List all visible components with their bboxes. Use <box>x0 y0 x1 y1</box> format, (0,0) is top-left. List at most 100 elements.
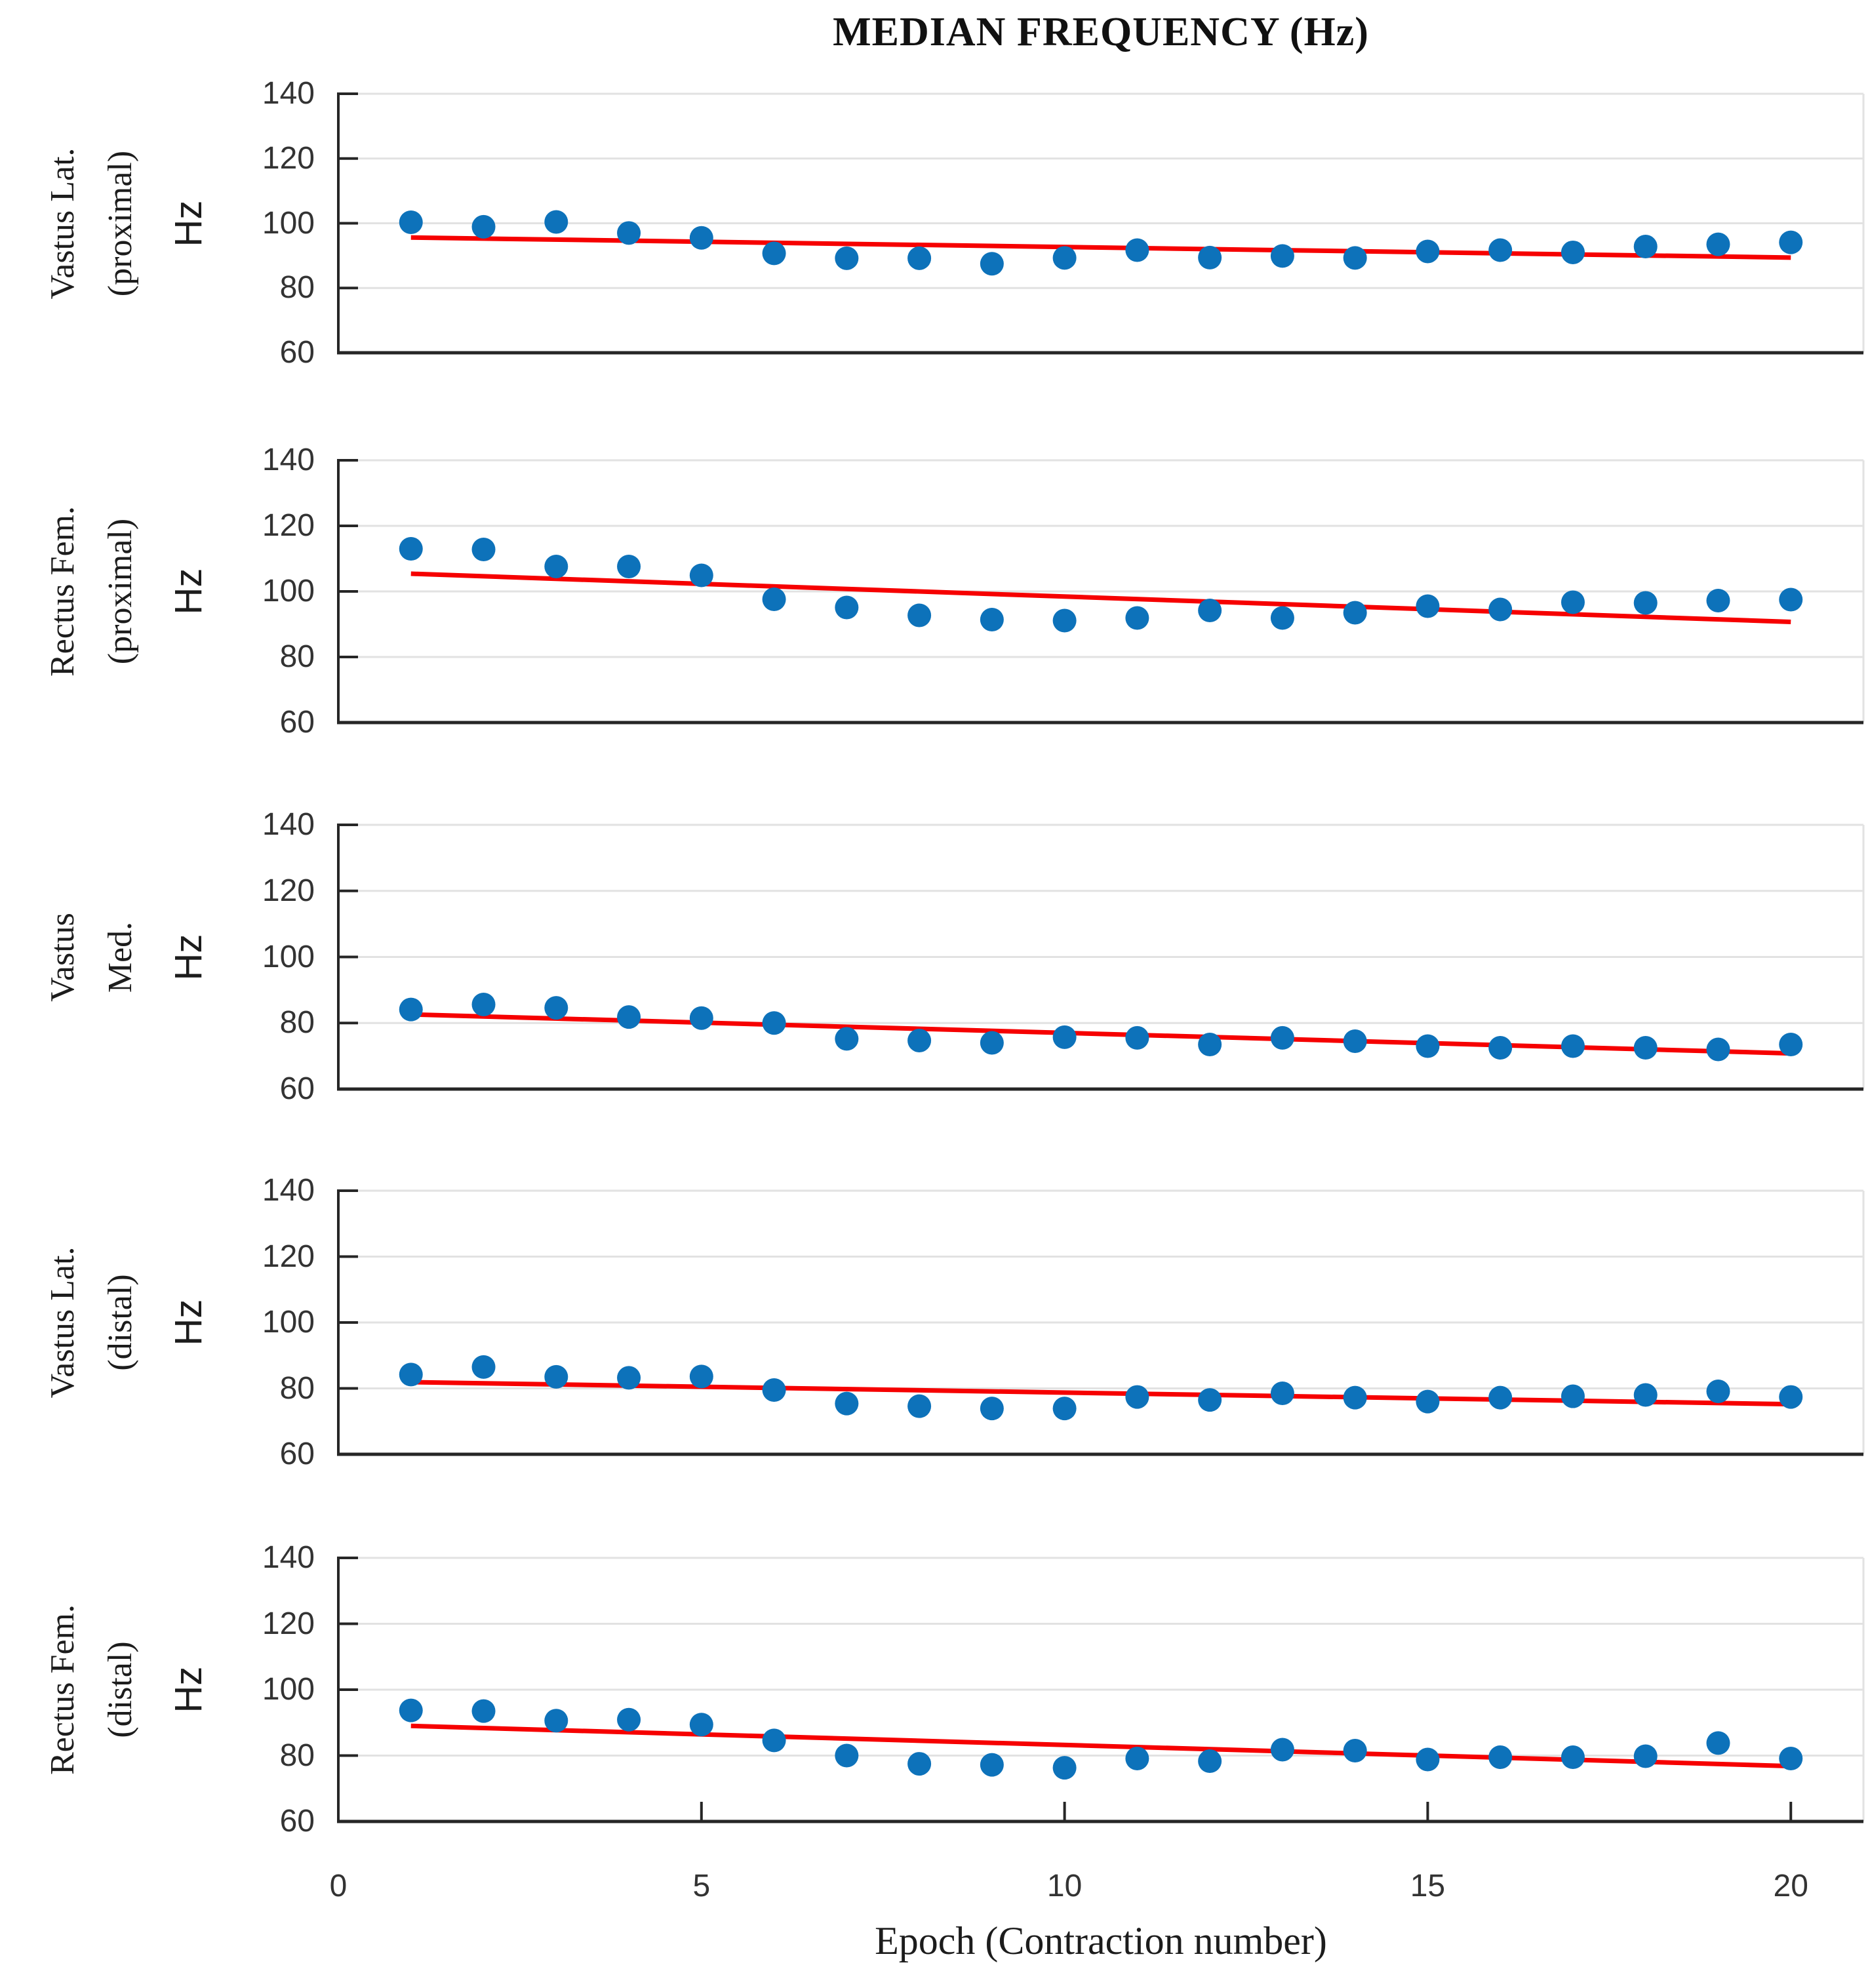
y-axis-label: Vastus Lat. (proximal) <box>34 27 149 420</box>
data-point <box>1270 1025 1294 1050</box>
data-point <box>544 1364 568 1389</box>
data-point <box>980 252 1004 276</box>
data-point <box>1561 240 1585 264</box>
data-point <box>689 1713 713 1737</box>
data-point <box>1198 1749 1222 1774</box>
data-point <box>907 1394 932 1418</box>
y-tick-label: 120 <box>262 873 315 908</box>
data-point <box>1052 1397 1077 1421</box>
data-point <box>1416 1034 1440 1058</box>
data-point <box>835 595 859 620</box>
data-point <box>1198 1388 1222 1412</box>
data-point <box>835 1391 859 1416</box>
y-tick-label: 140 <box>262 76 315 111</box>
data-point <box>617 221 641 245</box>
data-point <box>1343 1385 1367 1410</box>
data-point <box>1343 246 1367 270</box>
y-tick-label: 60 <box>279 1071 315 1106</box>
data-point <box>1488 238 1513 262</box>
data-point <box>1633 1383 1658 1407</box>
data-point <box>399 210 423 235</box>
y-tick-label: 60 <box>279 1804 315 1839</box>
data-point <box>1052 1025 1077 1049</box>
data-point <box>1706 1037 1730 1062</box>
data-point <box>471 1355 496 1379</box>
x-tick-label: 10 <box>1046 1869 1083 1903</box>
data-point <box>1633 1036 1658 1060</box>
y-axis-label-line: (proximal) <box>102 150 139 296</box>
data-point <box>689 563 713 587</box>
page-title: MEDIAN FREQUENCY (Hz) <box>833 10 1369 54</box>
data-point <box>1343 1029 1367 1053</box>
data-point <box>835 246 859 270</box>
y-axis-label-line: (distal) <box>102 1274 139 1371</box>
y-axis-label-line: Vastus Lat. <box>44 1246 81 1399</box>
data-point <box>1633 1744 1658 1768</box>
data-point <box>1706 1731 1730 1755</box>
data-point <box>762 587 786 611</box>
y-axis-label: Vastus Lat. (distal) <box>34 1126 149 1519</box>
data-point <box>617 1707 641 1732</box>
data-point <box>617 1366 641 1390</box>
y-tick-label: 140 <box>262 807 315 842</box>
data-point <box>1779 1032 1803 1056</box>
data-point <box>980 1031 1004 1055</box>
data-point <box>980 608 1004 631</box>
y-tick-label: 100 <box>262 205 315 241</box>
data-point <box>1416 1389 1440 1414</box>
data-point <box>1416 1747 1440 1772</box>
data-point <box>617 1005 641 1029</box>
y-tick-label: 80 <box>279 1738 315 1773</box>
trend-line <box>410 1012 1791 1056</box>
data-point <box>1198 245 1222 269</box>
data-point <box>1198 599 1222 622</box>
data-point <box>1270 244 1294 268</box>
data-point <box>980 1753 1004 1777</box>
x-tick-label: 0 <box>329 1869 348 1903</box>
data-point <box>1416 594 1440 618</box>
data-point <box>1198 1032 1222 1056</box>
data-point <box>1125 1385 1149 1409</box>
data-point <box>1488 1385 1513 1410</box>
data-point <box>1125 1747 1149 1771</box>
data-point <box>1633 591 1658 615</box>
data-point <box>907 246 932 270</box>
y-tick-label: 100 <box>262 1305 315 1340</box>
data-point <box>1488 1036 1513 1060</box>
y-tick-label: 120 <box>262 508 315 543</box>
x-axis-title: Epoch (Contraction number) <box>875 1919 1327 1962</box>
y-tick-label: 80 <box>279 1370 315 1406</box>
data-point <box>762 1378 786 1402</box>
data-point <box>1706 232 1730 256</box>
data-point <box>617 555 641 578</box>
data-point <box>689 1006 713 1030</box>
data-point <box>1633 235 1658 259</box>
data-point <box>1561 590 1585 614</box>
y-tick-label: 140 <box>262 443 315 477</box>
data-point <box>544 210 568 234</box>
x-tick-label: 20 <box>1773 1869 1808 1903</box>
data-point <box>907 1752 932 1776</box>
data-point <box>471 538 496 561</box>
trend-line <box>410 235 1791 260</box>
data-point <box>1125 238 1149 262</box>
data-point <box>471 214 496 239</box>
data-point <box>1052 608 1077 633</box>
data-point <box>471 993 496 1017</box>
x-tick-label: 5 <box>692 1869 711 1903</box>
data-point <box>544 996 568 1020</box>
data-point <box>1125 1025 1149 1050</box>
trend-line <box>410 571 1791 624</box>
x-tick-label: 15 <box>1410 1869 1446 1903</box>
y-tick-label: 140 <box>262 1540 315 1575</box>
data-point <box>1706 1380 1730 1404</box>
data-point <box>1779 1747 1803 1771</box>
y-axis-label: Vastus Med. <box>34 761 149 1154</box>
data-point <box>1561 1384 1585 1408</box>
data-point <box>399 1698 423 1722</box>
data-point <box>689 1364 713 1389</box>
data-point <box>1416 239 1440 264</box>
data-point <box>1270 1738 1294 1762</box>
